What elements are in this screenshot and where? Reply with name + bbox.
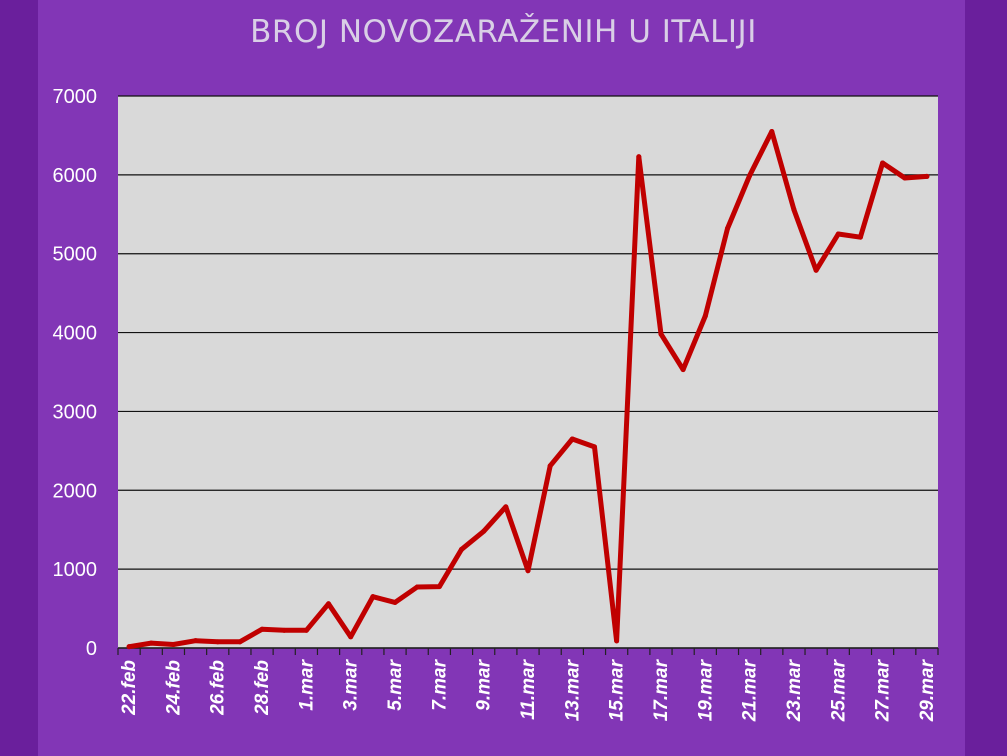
x-tick-label: 27.mar [873,658,894,722]
data-point [724,225,730,231]
data-point [769,128,775,134]
data-point [148,640,154,646]
data-point [791,207,797,213]
data-point [658,331,664,337]
x-tick-label: 9.mar [474,658,495,710]
y-tick-label: 0 [86,638,97,660]
x-tick-label: 11.mar [518,658,539,719]
data-point [215,639,221,645]
chart-title: BROJ NOVOZARAŽENIH U ITALIJI [250,14,757,50]
x-tick-label: 19.mar [695,658,716,721]
x-tick-label: 13.mar [562,658,583,721]
y-axis-ticks: 0 1000 2000 3000 4000 5000 6000 7000 [53,86,98,660]
data-point [303,627,309,633]
data-point [835,231,841,237]
data-point [348,634,354,640]
x-tick-label: 25.mar [828,658,849,722]
x-tick-label: 17.mar [651,658,672,721]
y-tick-label: 2000 [53,480,98,502]
data-point [326,601,332,607]
data-point [614,638,620,644]
data-point [525,568,531,574]
plot-area [118,96,938,648]
x-tick-label: 7.mar [429,658,450,710]
data-point [591,444,597,450]
x-tick-label: 3.mar [341,658,362,710]
data-point [747,173,753,179]
x-tick-label: 21.mar [740,658,761,722]
x-tick-label: 24.feb [163,660,184,716]
x-axis-ticks: 22.feb 24.feb 26.feb 28.feb 1.mar 3.mar 5.mar 7… [119,658,938,722]
series-points [126,128,930,650]
y-tick-label: 6000 [53,165,98,187]
data-point [481,528,487,534]
data-point [259,626,265,632]
data-point [459,546,465,552]
x-tick-label: 26.feb [208,660,229,716]
data-point [680,367,686,373]
y-tick-label: 1000 [53,559,98,581]
data-point [503,504,509,510]
right-band [965,0,1007,756]
data-point [370,594,376,600]
x-tick-label: 29.mar [917,658,938,722]
data-point [880,160,886,166]
data-point [392,599,398,605]
y-tick-label: 7000 [53,86,98,108]
y-tick-label: 3000 [53,401,98,423]
data-point [569,436,575,442]
data-point [281,627,287,633]
y-tick-label: 5000 [53,244,98,266]
y-tick-label: 4000 [53,323,98,345]
data-point [170,641,176,647]
data-point [237,639,243,645]
x-tick-label: 5.mar [385,658,406,710]
x-tick-label: 22.feb [119,660,140,716]
x-tick-label: 1.mar [296,658,317,710]
left-band [0,0,38,756]
data-point [902,175,908,181]
x-tick-label: 28.feb [252,660,273,716]
x-tick-label: 15.mar [607,658,628,721]
data-point [813,267,819,273]
x-tick-label: 23.mar [784,658,805,722]
data-point [547,463,553,469]
data-point [436,584,442,590]
data-point [924,173,930,179]
data-point [636,154,642,160]
data-point [414,584,420,590]
data-point [126,644,132,650]
data-point [857,234,863,240]
data-point [702,313,708,319]
data-point [193,638,199,644]
